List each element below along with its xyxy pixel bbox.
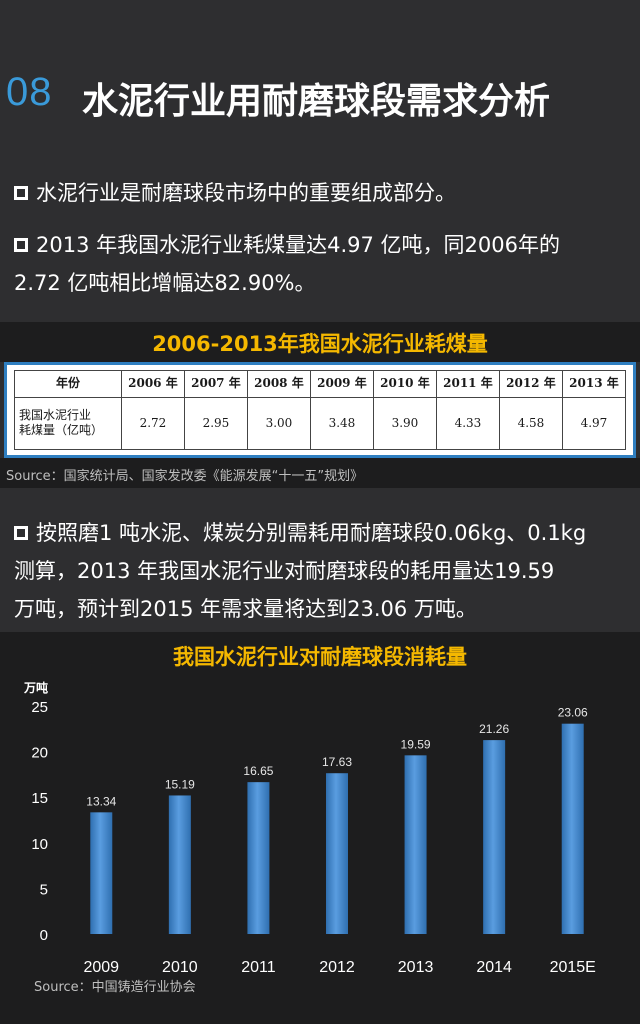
y-tick-label: 20: [31, 745, 48, 762]
table-year-cell: 2008 年: [246, 370, 311, 398]
table-value-cell: 4.33: [435, 396, 500, 451]
bullet-square-icon: [14, 238, 28, 252]
table-value-cell: 3.00: [246, 396, 311, 451]
bullet-square-icon: [14, 526, 28, 540]
coal-consumption-table: 年份 2006 年 2007 年 2008 年 2009 年 2010 年 20…: [4, 362, 636, 458]
table-value-cell: 2.72: [120, 396, 185, 451]
table-year-cell: 2013 年: [561, 370, 627, 398]
x-tick-label: 2012: [319, 959, 355, 976]
y-axis: 0 5 10 15 20 25: [31, 699, 48, 944]
x-axis: 2009 2010 2011 2012 2013 2014 2015E: [83, 959, 595, 976]
bar: [561, 723, 584, 934]
y-tick-label: 0: [40, 927, 48, 944]
table-value-cell: 2.95: [183, 396, 248, 451]
bar-value-label: 23.06: [558, 706, 588, 720]
table-value-cell: 4.58: [498, 396, 563, 451]
row-label-line1: 我国水泥行业: [19, 408, 92, 423]
table-value-cell: 3.90: [372, 396, 437, 451]
table-header-row: 年份 2006 年 2007 年 2008 年 2009 年 2010 年 20…: [14, 370, 627, 398]
table-row-label: 我国水泥行业 耗煤量（亿吨）: [14, 396, 122, 451]
bar-chart: 万吨 0 5 10 15 20 25 13.34 15.19 16.65 17.63 19.59 2…: [23, 680, 596, 976]
table-value-cell: 3.48: [309, 396, 374, 451]
y-axis-unit: 万吨: [23, 680, 48, 695]
page-title: 水泥行业用耐磨球段需求分析: [82, 81, 551, 122]
bar: [247, 782, 270, 934]
bar: [90, 812, 113, 934]
chart-title: 我国水泥行业对耐磨球段消耗量: [173, 645, 467, 669]
x-tick-label: 2011: [241, 959, 276, 976]
bullet-ball-demand: 按照磨1 吨水泥、煤炭分别需耗用耐磨球段0.06kg、0.1kg 测算，2013…: [14, 514, 630, 628]
x-tick-label: 2009: [83, 959, 119, 976]
bar-value-label: 13.34: [86, 794, 116, 808]
table-row: 我国水泥行业 耗煤量（亿吨） 2.72 2.95 3.00 3.48 3.90 …: [14, 396, 627, 451]
bar-value-label: 17.63: [322, 755, 352, 769]
bar: [404, 755, 427, 934]
bullet-text-line3: 万吨，预计到2015 年需求量将达到23.06 万吨。: [14, 597, 477, 621]
bar-value-label: 19.59: [401, 737, 431, 751]
row-label-line2: 耗煤量（亿吨）: [19, 423, 104, 438]
table-source-band: [0, 458, 640, 488]
table-year-cell: 2011 年: [435, 370, 500, 398]
table-header-label: 年份: [14, 370, 122, 398]
y-tick-label: 5: [40, 881, 48, 898]
bar-value-label: 16.65: [243, 764, 273, 778]
bullet-text-line2: 测算，2013 年我国水泥行业对耐磨球段的耗用量达19.59: [14, 559, 555, 583]
bar: [483, 740, 506, 934]
bar: [168, 795, 191, 934]
bullet-coal-consumption: 2013 年我国水泥行业耗煤量达4.97 亿吨，同2006年的 2.72 亿吨相…: [14, 226, 630, 302]
chart-source: Source：中国铸造行业协会: [34, 980, 196, 995]
table-source: Source：国家统计局、国家发改委《能源发展“十一五”规划》: [6, 469, 364, 484]
y-tick-label: 10: [31, 836, 48, 853]
table-year-cell: 2010 年: [372, 370, 437, 398]
y-tick-label: 15: [31, 790, 48, 807]
table-year-cell: 2012 年: [498, 370, 563, 398]
bullet-text-line1: 按照磨1 吨水泥、煤炭分别需耗用耐磨球段0.06kg、0.1kg: [36, 521, 587, 545]
bar: [326, 773, 348, 934]
section-number: 08: [6, 70, 53, 114]
x-tick-label: 2015E: [550, 959, 596, 976]
x-tick-label: 2013: [398, 959, 434, 976]
table-title-band: [0, 322, 640, 362]
table-year-cell: 2006 年: [120, 370, 185, 398]
bullet-cement-importance: 水泥行业是耐磨球段市场中的重要组成部分。: [14, 174, 630, 212]
table-year-cell: 2009 年: [309, 370, 374, 398]
table-year-cell: 2007 年: [183, 370, 248, 398]
bar-value-label: 15.19: [165, 777, 195, 791]
y-tick-label: 25: [31, 699, 48, 716]
bars: 13.34 15.19 16.65 17.63 19.59 21.26 23.06: [86, 706, 588, 934]
bullet-square-icon: [14, 186, 28, 200]
table-title: 2006-2013年我国水泥行业耗煤量: [152, 332, 488, 356]
bullet-text-line2: 2.72 亿吨相比增幅达82.90%。: [14, 271, 316, 295]
table-value-cell: 4.97: [561, 396, 627, 451]
x-tick-label: 2014: [476, 959, 512, 976]
bullet-text: 水泥行业是耐磨球段市场中的重要组成部分。: [36, 181, 456, 205]
bullet-text-line1: 2013 年我国水泥行业耗煤量达4.97 亿吨，同2006年的: [36, 233, 560, 257]
bar-value-label: 21.26: [479, 722, 509, 736]
x-tick-label: 2010: [162, 959, 198, 976]
